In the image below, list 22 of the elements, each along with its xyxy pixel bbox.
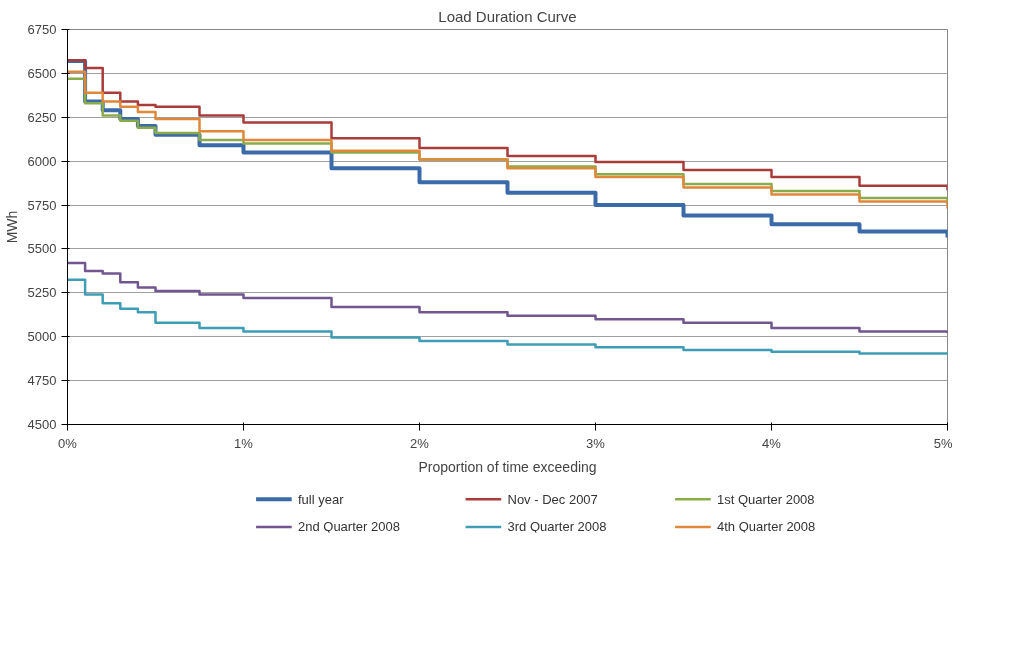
x-tick-label: 5%	[933, 435, 953, 451]
legend-label: Nov - Dec 2007	[507, 491, 598, 507]
y-tick-label: 4500	[27, 417, 57, 432]
legend-label: 1st Quarter 2008	[717, 491, 815, 507]
x-tick-label: 4%	[762, 435, 782, 451]
x-tick-label: 1%	[234, 435, 254, 451]
y-tick-label: 6000	[27, 153, 57, 169]
y-tick-label: 5250	[27, 285, 57, 301]
y-tick-label: 6750	[27, 22, 57, 37]
y-tick-label: 6500	[27, 65, 57, 81]
x-axis-title: Proportion of time exceeding	[418, 458, 597, 475]
y-tick-label: 5750	[27, 197, 57, 213]
y-tick-label: 4750	[27, 373, 57, 389]
legend-label: full year	[297, 491, 345, 507]
chart-title: Load Duration Curve	[438, 7, 577, 25]
y-tick-label: 5000	[27, 329, 57, 345]
x-tick-label: 2%	[410, 435, 430, 451]
x-tick-label: 3%	[586, 435, 606, 451]
y-tick-label: 5500	[27, 241, 57, 257]
x-tick-label: 0%	[58, 435, 78, 451]
y-tick-label: 6250	[27, 109, 57, 125]
y-axis-title: MWh	[3, 210, 20, 244]
